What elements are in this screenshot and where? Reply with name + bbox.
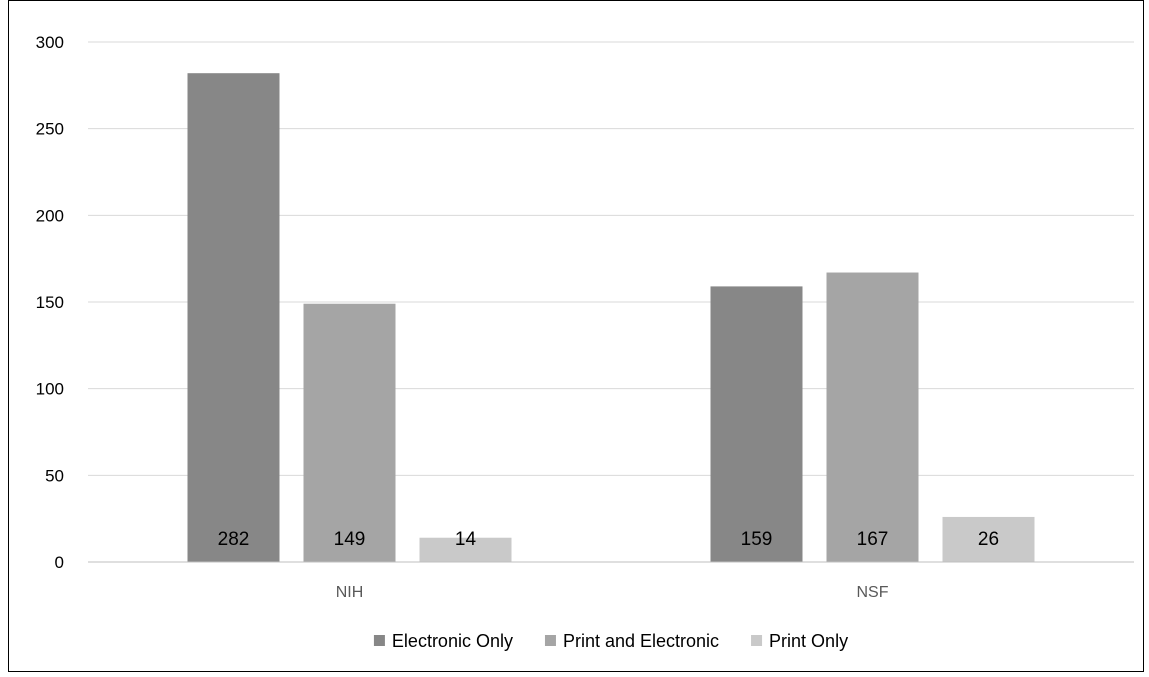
data-label-nih-0: 282	[218, 529, 250, 550]
legend-swatch	[373, 635, 385, 646]
y-tick-label-50: 50	[45, 466, 64, 485]
bar-nsf-print-only	[942, 516, 1035, 562]
y-axis: 0 50 100 150 200 250 300	[36, 33, 64, 572]
legend: Electronic Only Print and Electronic Print…	[373, 631, 848, 651]
y-tick-label-300: 300	[36, 33, 64, 52]
bars	[187, 73, 1035, 562]
bar-nsf-print-and-electronic	[826, 272, 919, 562]
legend-item-electronic-only: Electronic Only	[373, 631, 513, 651]
legend-label: Print Only	[769, 631, 848, 651]
x-axis: NIH NSF	[88, 561, 1134, 601]
y-tick-label-150: 150	[36, 293, 64, 312]
y-tick-label-100: 100	[36, 380, 64, 399]
legend-item-print-only: Print Only	[751, 631, 848, 651]
legend-swatch	[544, 635, 556, 646]
chart-frame: 0 50 100 150 200 250 300 282 149 14 159 167 26 NIH N…	[8, 0, 1144, 672]
y-tick-label-0: 0	[55, 553, 64, 572]
data-label-nsf-2: 26	[978, 529, 999, 550]
x-category-label-nsf: NSF	[857, 584, 889, 601]
legend-label: Electronic Only	[392, 631, 513, 651]
bar-nih-print-and-electronic	[303, 303, 396, 562]
bar-nih-electronic-only	[187, 73, 280, 562]
bar-nih-print-only	[419, 537, 512, 562]
y-tick-label-250: 250	[36, 120, 64, 139]
data-label-nih-1: 149	[334, 529, 366, 550]
legend-swatch	[751, 635, 763, 646]
bar-nsf-electronic-only	[710, 286, 803, 562]
data-labels: 282 149 14 159 167 26	[218, 529, 999, 550]
data-label-nih-2: 14	[455, 529, 477, 550]
y-tick-label-200: 200	[36, 206, 64, 225]
x-category-label-nih: NIH	[336, 584, 364, 601]
data-label-nsf-1: 167	[857, 529, 889, 550]
legend-label: Print and Electronic	[563, 631, 719, 651]
data-label-nsf-0: 159	[741, 529, 773, 550]
legend-item-print-and-electronic: Print and Electronic	[544, 631, 719, 651]
